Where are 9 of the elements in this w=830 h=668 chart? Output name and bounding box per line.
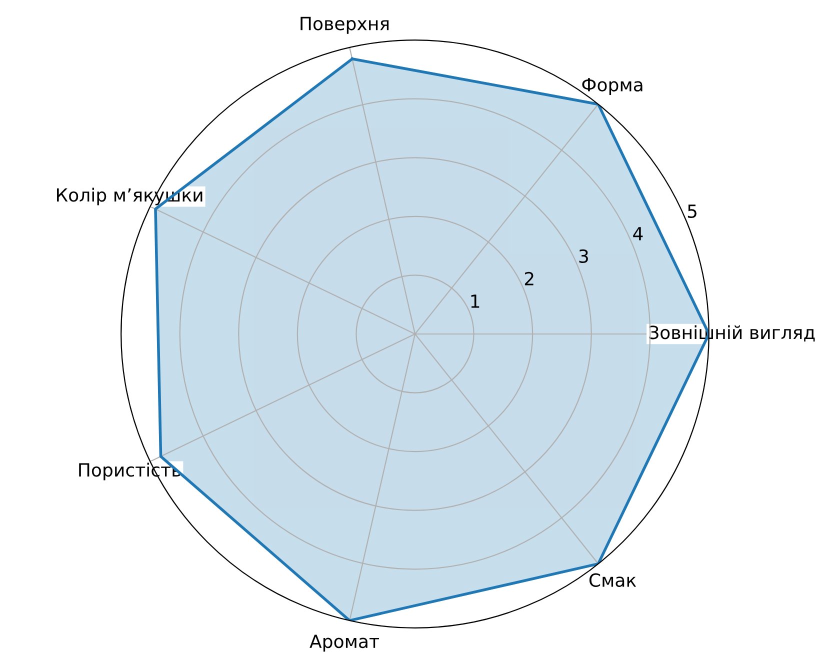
y-tick-label: 4 <box>633 227 643 240</box>
y-tick-label: 1 <box>471 294 480 308</box>
y-tick-label: 5 <box>688 204 696 218</box>
spoke-label: Смак <box>589 573 636 587</box>
spoke-label: Поверхня <box>300 16 389 34</box>
y-tick-label: 3 <box>579 249 588 264</box>
spoke-label: Аромат <box>310 634 379 652</box>
y-tick-label: 2 <box>524 272 534 286</box>
spoke-label: Форма <box>582 78 642 96</box>
